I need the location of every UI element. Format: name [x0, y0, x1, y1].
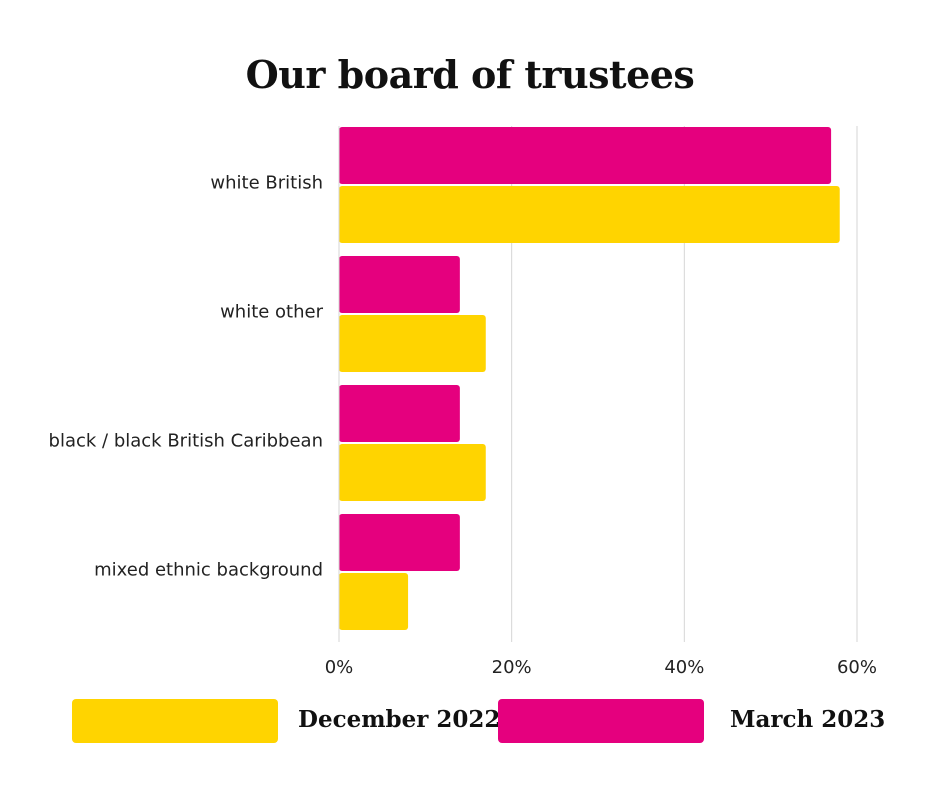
bar-december-2022-1: [339, 315, 486, 372]
chart-title: Our board of trustees: [245, 52, 695, 97]
legend: December 2022 March 2023: [0, 699, 940, 745]
plot-area: 0% 20% 40% 60% white British white other black…: [49, 126, 877, 678]
bar-december-2022-3: [339, 573, 409, 630]
bar-december-2022-2: [339, 444, 486, 501]
legend-label-december-2022: December 2022: [298, 706, 501, 733]
legend-swatch-march-2023: [498, 699, 704, 743]
bar-december-2022-0: [339, 186, 840, 243]
bar-march-2023-1: [339, 256, 460, 313]
x-tick-label-0: 0%: [325, 657, 354, 678]
legend-label-march-2023: March 2023: [730, 706, 886, 733]
x-tick-label-40: 40%: [664, 657, 704, 678]
y-category-label-3: mixed ethnic background: [94, 560, 323, 581]
bar-march-2023-2: [339, 385, 460, 442]
bar-march-2023-3: [339, 514, 460, 571]
y-category-label-2: black / black British Caribbean: [49, 431, 323, 452]
y-category-label-1: white other: [220, 302, 324, 323]
y-category-label-0: white British: [210, 173, 323, 194]
x-tick-label-20: 20%: [492, 657, 532, 678]
x-tick-label-60: 60%: [837, 657, 877, 678]
legend-swatch-december-2022: [72, 699, 278, 743]
bar-march-2023-0: [339, 127, 832, 184]
